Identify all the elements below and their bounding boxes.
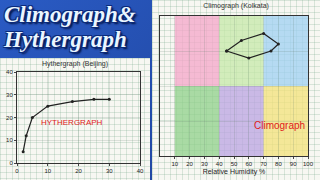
svg-text:10: 10: [171, 161, 178, 167]
html-text:Climograph&: Climograph&: [4, 2, 136, 27]
svg-text:70: 70: [260, 161, 267, 167]
svg-text:20: 20: [75, 168, 82, 174]
svg-text:30: 30: [6, 92, 13, 98]
svg-text:30: 30: [106, 168, 113, 174]
svg-text:Climograph: Climograph: [254, 120, 305, 131]
svg-text:Climograph (Kolkata): Climograph (Kolkata): [203, 2, 269, 10]
svg-text:40: 40: [216, 161, 223, 167]
svg-text:20: 20: [6, 115, 13, 121]
svg-text:50: 50: [231, 161, 238, 167]
svg-text:20: 20: [186, 161, 193, 167]
svg-text:80: 80: [275, 161, 282, 167]
html-text:Hythergraph: Hythergraph: [4, 27, 127, 52]
svg-text:40: 40: [6, 69, 13, 75]
svg-text:Hythergraph (Beijing): Hythergraph (Beijing): [42, 60, 108, 68]
svg-text:Relative Humidity %: Relative Humidity %: [203, 168, 266, 176]
svg-text:0: 0: [9, 160, 13, 166]
svg-text:100: 100: [303, 161, 314, 167]
svg-text:10: 10: [6, 137, 13, 143]
svg-text:0: 0: [15, 168, 19, 174]
svg-text:HYTHERGRAPH: HYTHERGRAPH: [41, 118, 103, 127]
svg-text:10: 10: [44, 168, 51, 174]
svg-text:30: 30: [201, 161, 208, 167]
svg-text:90: 90: [290, 161, 297, 167]
svg-text:40: 40: [137, 168, 144, 174]
svg-text:60: 60: [245, 161, 252, 167]
